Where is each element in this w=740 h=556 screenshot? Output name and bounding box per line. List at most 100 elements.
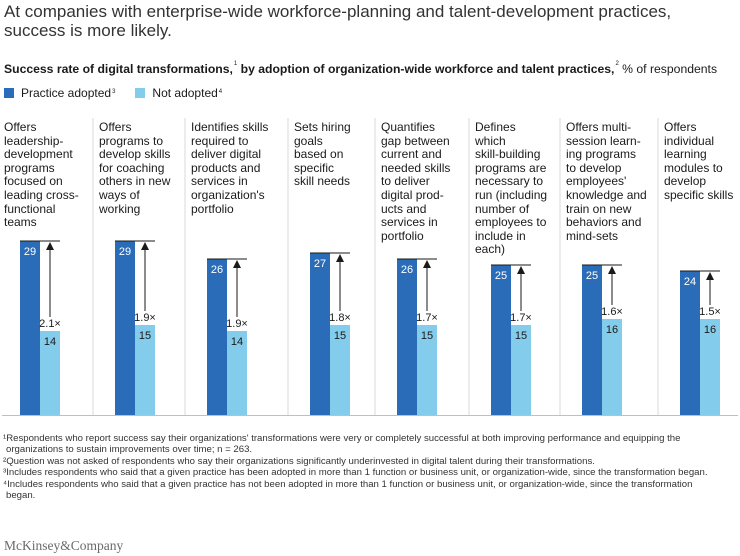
category-label-line: programs [4, 160, 55, 175]
category-label-line: others in new [99, 174, 171, 189]
category-label-line: programs to [99, 133, 164, 148]
category-label-line: which [475, 133, 506, 148]
category-label-line: goals [294, 133, 323, 148]
category-label-line: leading cross- [4, 187, 79, 202]
bar-not-adopted [602, 319, 622, 415]
category-label-line: mind-sets [566, 228, 619, 243]
bar-value-adopted: 25 [586, 270, 598, 282]
bar-value-adopted: 26 [211, 264, 223, 276]
bar-practice-adopted [310, 253, 330, 415]
category-label-line: specific [294, 160, 335, 175]
category-label-line: teams [4, 215, 37, 230]
category-label-line: needed skills [381, 160, 451, 175]
category-label-line: for coaching [99, 160, 165, 175]
bar-value-adopted: 24 [684, 276, 696, 288]
category-label-line: run (including [475, 187, 548, 202]
legend-swatch-adopted [4, 88, 14, 98]
multiplier-arrow-head [46, 242, 54, 250]
subtitle-unit: % of respondents [618, 62, 718, 76]
category-label-line: functional [4, 201, 56, 216]
category-label-line: products and [191, 160, 261, 175]
multiplier-arrow-head [141, 242, 149, 250]
bar-value-not-adopted: 16 [704, 324, 716, 336]
bar-not-adopted [330, 325, 350, 415]
category-label-line: employees to [475, 215, 547, 230]
category-label: Sets hiring goals based on specific skill ne… [294, 120, 376, 189]
footnotes: ¹Respondents who report success say thei… [3, 433, 723, 501]
category-label-line: number of [475, 201, 530, 216]
bar-value-adopted: 29 [119, 246, 131, 258]
bar-practice-adopted [582, 265, 602, 415]
multiplier-label: 1.8× [329, 312, 351, 324]
footnote-4: ⁴Includes respondents who said that a gi… [3, 478, 693, 502]
bar-value-not-adopted: 15 [139, 330, 151, 342]
category-label-line: include in [475, 228, 526, 243]
category-label-line: development [4, 147, 73, 162]
legend-label-not-adopted: Not adopted [152, 86, 218, 100]
category-label: Identifies skills required to deliver digi… [191, 120, 273, 216]
footnote-1: ¹Respondents who report success say thei… [3, 433, 681, 456]
multiplier-arrow-head [233, 260, 241, 268]
category-label-line: develop [664, 174, 707, 189]
subtitle-footnote-2: 2 [615, 61, 619, 67]
bar-practice-adopted [115, 241, 135, 415]
category-label-line: gap between [381, 133, 450, 148]
headline: At companies with enterprise-wide workfo… [4, 2, 672, 40]
multiplier-label: 1.9× [226, 318, 248, 330]
bar-not-adopted [417, 325, 437, 415]
subtitle-footnote-1: 1 [233, 61, 238, 67]
multiplier-arrow-head [608, 266, 616, 274]
legend-label-adopted: Practice adopted [21, 86, 112, 100]
category-label-line: train on new [566, 201, 632, 216]
multiplier-label: 2.1× [39, 318, 61, 330]
multiplier-arrow-head [517, 266, 525, 274]
multiplier-arrow-head [336, 254, 344, 262]
bar-not-adopted [40, 331, 60, 415]
category-label-line: behaviors and [566, 215, 642, 230]
category-label-line: skill-building [475, 147, 541, 162]
category-label-line: employees' [566, 174, 627, 189]
category-label-line: Offers [99, 120, 132, 134]
category-label-line: working [99, 201, 141, 216]
category-label: Offers programs to develop skills for coach… [99, 120, 181, 216]
multiplier-label: 1.5× [699, 306, 721, 318]
multiplier-label: 1.7× [510, 312, 532, 324]
category-label: Offers individual learning modules to develo… [664, 120, 740, 203]
multiplier-arrow-head [423, 260, 431, 268]
category-label: Quantifies gap between current and needed s… [381, 120, 463, 243]
bar-value-adopted: 29 [24, 246, 36, 258]
category-label-line: Quantifies [381, 120, 436, 134]
category-label-line: portfolio [381, 228, 424, 243]
bar-value-not-adopted: 14 [231, 336, 243, 348]
bar-value-adopted: 25 [495, 270, 507, 282]
chart-subtitle: Success rate of digital transformations,… [4, 61, 718, 76]
category-label-line: each) [475, 242, 506, 257]
category-label-line: digital prod- [381, 187, 444, 202]
category-label-line: ucts and [381, 201, 427, 216]
category-label-line: develop skills [99, 147, 171, 162]
category-label-line: deliver digital [191, 147, 262, 162]
category-label-line: individual [664, 133, 715, 148]
bar-chart: 29 14 2.1× 29 15 1.9× 26 14 1.9× 27 15 1.8× 26 15 1.7×… [2, 118, 738, 416]
category-label-line: required to [191, 133, 249, 148]
category-label-line: services in [191, 174, 248, 189]
bar-value-not-adopted: 16 [606, 324, 618, 336]
footnote-2: ²Question was not asked of respondents w… [3, 455, 595, 467]
category-label: Offers leadership-development programs focu… [4, 120, 86, 230]
bar-value-adopted: 27 [314, 258, 326, 270]
category-label-line: to develop [566, 160, 622, 175]
legend-footnote-not-adopted: 4 [218, 89, 223, 95]
multiplier-label: 1.9× [134, 312, 156, 324]
category-label-line: based on [294, 147, 344, 162]
bar-not-adopted [511, 325, 531, 415]
bar-not-adopted [227, 331, 247, 415]
bar-value-not-adopted: 15 [334, 330, 346, 342]
bar-not-adopted [135, 325, 155, 415]
category-label-line: ways of [99, 187, 140, 202]
category-label-line: knowledge and [566, 187, 647, 202]
bar-not-adopted [700, 319, 720, 415]
bar-value-not-adopted: 14 [44, 336, 56, 348]
category-label-line: Offers [4, 120, 37, 134]
category-label-line: ing programs [566, 147, 637, 162]
bar-practice-adopted [680, 271, 700, 415]
